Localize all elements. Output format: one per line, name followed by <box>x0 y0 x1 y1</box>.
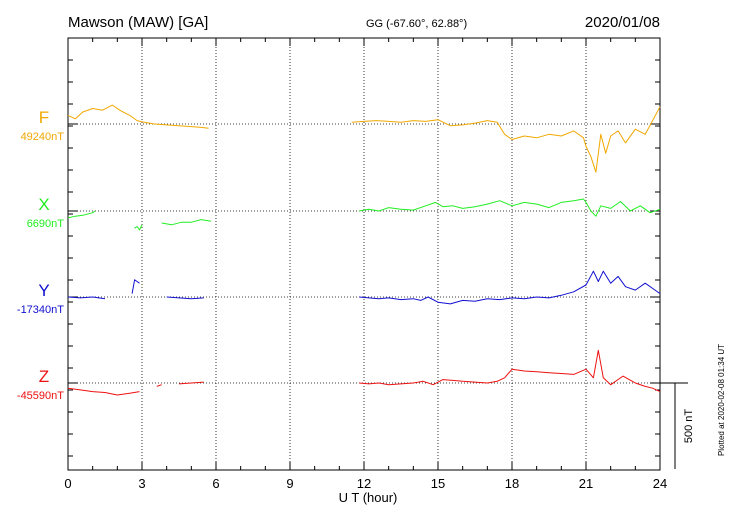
trace-y <box>131 279 140 294</box>
series-baseline-x: 6690nT <box>27 218 65 230</box>
series-baseline-f: 49240nT <box>21 131 65 143</box>
axis-ticks: 0 3 6 9 12 15 18 21 24 <box>64 38 667 491</box>
series-baseline-y: -17340nT <box>17 304 64 316</box>
x-axis-label: U T (hour) <box>339 490 398 505</box>
grid <box>68 38 660 470</box>
trace-z <box>178 381 204 385</box>
series-name-y: Y <box>38 281 49 300</box>
scale-bar: 500 nT <box>660 382 695 469</box>
trace-f <box>67 104 209 129</box>
trace-y <box>67 296 106 300</box>
x-tick-label: 9 <box>286 476 293 491</box>
trace-z <box>156 384 162 387</box>
trace-x <box>359 198 661 217</box>
trace-z <box>67 387 140 396</box>
plot-date: 2020/01/08 <box>585 14 660 31</box>
trace-y <box>166 296 204 300</box>
series-name-z: Z <box>39 367 49 386</box>
x-tick-label: 12 <box>357 476 371 491</box>
scale-bar-label: 500 nT <box>683 409 695 444</box>
trace-f <box>351 106 661 173</box>
plotted-timestamp: Plotted at 2020-02-08 01:34 UT <box>717 344 726 456</box>
series-name-f: F <box>39 108 49 127</box>
x-tick-label: 15 <box>431 476 445 491</box>
x-tick-label: 3 <box>138 476 145 491</box>
series-name-x: X <box>38 195 49 214</box>
station-coords: GG (-67.60°, 62.88°) <box>366 18 467 30</box>
series-labels: F 49240nT X 6690nT Y -17340nT Z -45590nT <box>17 108 64 402</box>
x-tick-label: 6 <box>212 476 219 491</box>
series-baseline-z: -45590nT <box>17 390 64 402</box>
station-title: Mawson (MAW) [GA] <box>68 14 208 31</box>
x-tick-label: 24 <box>653 476 667 491</box>
traces <box>67 104 661 396</box>
trace-z <box>359 349 661 393</box>
x-tick-label: 0 <box>64 476 71 491</box>
x-tick-label: 21 <box>579 476 593 491</box>
x-tick-label: 18 <box>505 476 519 491</box>
trace-x <box>161 219 212 226</box>
trace-y <box>359 270 661 305</box>
trace-x <box>134 224 143 231</box>
trace-x <box>67 210 96 219</box>
